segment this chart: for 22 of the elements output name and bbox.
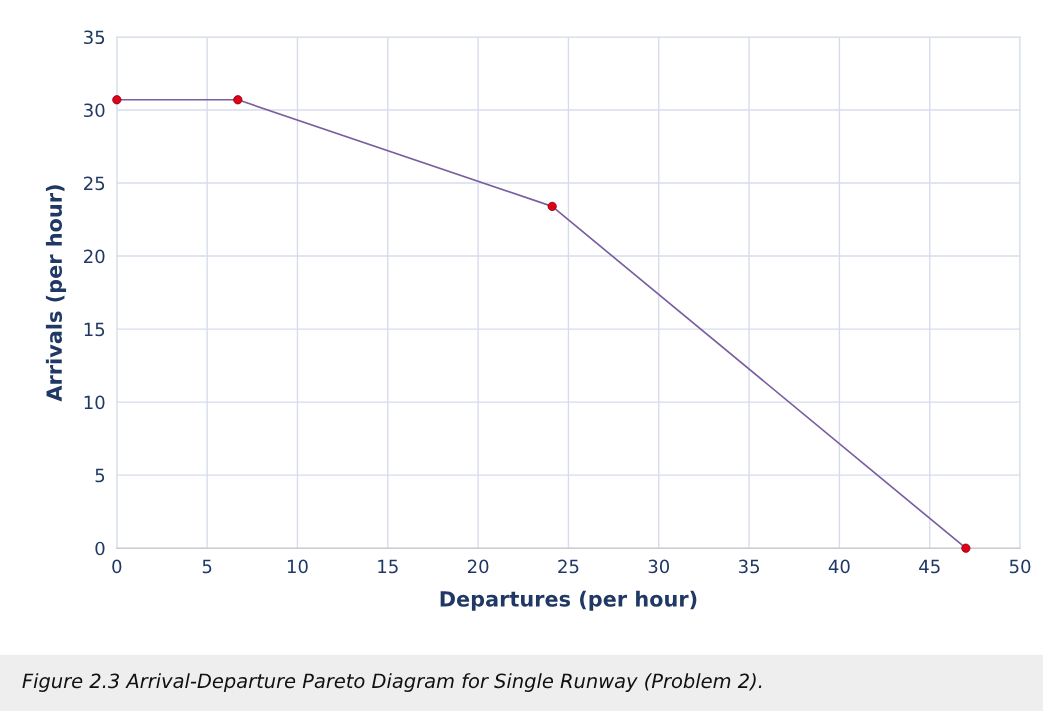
- x-tick-label: 50: [1009, 559, 1031, 574]
- x-tick-label: 35: [738, 559, 759, 574]
- x-tick-label: 15: [378, 559, 398, 574]
- x-axis-title: Departures (per hour): [440, 590, 697, 611]
- caption: Figure 2.3 Arrival-Departure Pareto Diagram for Single Runway (Problem 2).: [22, 673, 762, 692]
- x-tick-label: 30: [648, 559, 670, 574]
- y-tick-label: 15: [84, 322, 105, 337]
- x-tick-label: 45: [919, 559, 940, 574]
- x-tick-label: 0: [112, 559, 122, 574]
- y-tick-label: 20: [84, 249, 105, 264]
- y-tick-label: 10: [84, 395, 105, 410]
- y-axis-title: Arrivals (per hour): [45, 185, 67, 402]
- y-tick-label: 30: [84, 103, 105, 118]
- x-tick-label: 20: [467, 559, 489, 574]
- y-tick-label: 35: [84, 30, 105, 45]
- x-tick-label: 10: [287, 559, 308, 574]
- y-tick-label: 0: [95, 541, 105, 556]
- y-tick-label: 5: [95, 468, 105, 483]
- x-tick-label: 40: [828, 559, 850, 574]
- y-tick-label: 25: [84, 176, 105, 191]
- x-tick-label: 25: [558, 559, 579, 574]
- x-tick-label: 5: [202, 559, 212, 574]
